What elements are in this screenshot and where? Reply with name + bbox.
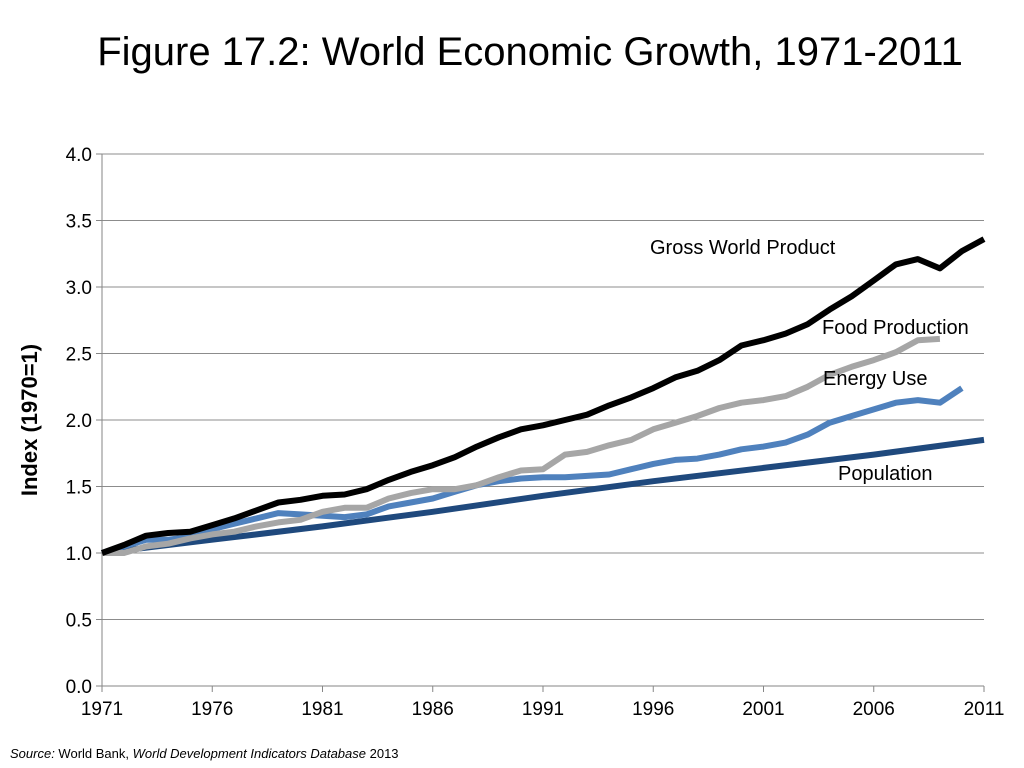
x-tick-label: 1976 — [191, 699, 233, 720]
line-chart: 0.0 0.5 1.0 1.5 2.0 2.5 3.0 3.5 4.0 1971 1976 1981… — [17, 145, 1005, 720]
series-line-population — [101, 436, 985, 556]
series-line-food-production — [102, 335, 941, 556]
series-line-gross-world-product — [100, 236, 986, 556]
y-tick-label: 0.0 — [66, 677, 92, 698]
grid-lines — [102, 153, 984, 620]
x-tick-label: 1986 — [412, 699, 454, 720]
x-tick-labels: 1971 1976 1981 1986 1991 1996 2001 2006 2011 — [81, 699, 1005, 720]
source-year: 2013 — [366, 746, 399, 761]
y-tick-label: 2.5 — [66, 345, 92, 366]
axes — [96, 153, 985, 692]
source-note: Source: World Bank, World Development In… — [10, 746, 399, 761]
y-axis-label: Index (1970=1) — [17, 344, 42, 496]
y-tick-label: 3.0 — [66, 278, 92, 299]
x-tick-label: 2001 — [742, 699, 784, 720]
x-tick-label: 1971 — [81, 699, 123, 720]
series-label-energy-use: Energy Use — [823, 368, 928, 390]
series-lines — [100, 236, 986, 556]
x-tick-label: 1991 — [522, 699, 564, 720]
y-tick-label: 4.0 — [66, 145, 92, 166]
y-tick-label: 3.5 — [66, 212, 92, 233]
series-label-gross-world-product: Gross World Product — [650, 237, 836, 259]
source-label: Source: — [10, 746, 55, 761]
source-database: World Development Indicators Database — [132, 746, 366, 761]
y-tick-label: 1.5 — [66, 478, 92, 499]
x-tick-label: 2011 — [964, 699, 1005, 720]
series-label-food-production: Food Production — [822, 317, 969, 339]
source-publisher: World Bank, — [54, 746, 133, 761]
y-tick-label: 2.0 — [66, 411, 92, 432]
x-tick-label: 2006 — [853, 699, 895, 720]
y-tick-labels: 0.0 0.5 1.0 1.5 2.0 2.5 3.0 3.5 4.0 — [66, 145, 92, 698]
y-tick-label: 0.5 — [66, 611, 92, 632]
series-label-population: Population — [838, 463, 933, 485]
x-tick-label: 1981 — [301, 699, 343, 720]
series-line-energy-use — [101, 385, 964, 556]
x-tick-label: 1996 — [632, 699, 674, 720]
series-labels: Gross World Product Food Production Energy… — [650, 237, 969, 485]
y-tick-label: 1.0 — [66, 544, 92, 565]
chart-title: Figure 17.2: World Economic Growth, 1971… — [97, 30, 963, 74]
